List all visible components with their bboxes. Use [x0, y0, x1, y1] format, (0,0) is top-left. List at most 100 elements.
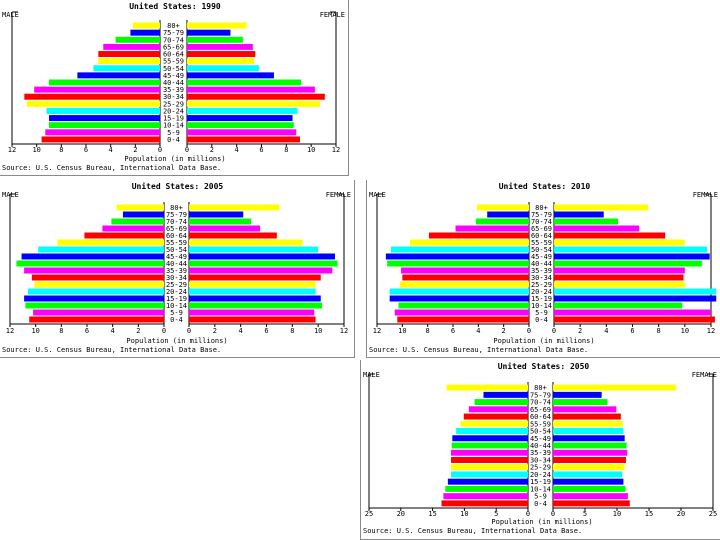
x-tick-label: 6	[264, 327, 268, 335]
female-label: FEMALE	[319, 11, 345, 19]
x-tick-label: 10	[398, 327, 406, 335]
bar-male-70-74	[474, 399, 528, 406]
x-tick-label: 4	[111, 327, 115, 335]
age-label: 20-24	[531, 288, 552, 296]
pyramid-chart-2005: 0-45-910-1415-1920-2425-2930-3435-3940-4…	[6, 193, 348, 335]
x-tick-label: 15	[645, 510, 653, 518]
age-label: 25-29	[166, 281, 187, 289]
pyramid-panel-1990: 0-4 5-9 10-14 15-19 20-24 25-29 30-34 35-39 40-4…	[0, 0, 349, 176]
bar-female-20-24	[189, 288, 316, 295]
bar-female-40-44	[553, 442, 627, 449]
bar-female-45-49	[187, 72, 274, 79]
bar-male-70-74	[111, 218, 164, 225]
age-label: 55-59	[163, 58, 184, 66]
x-tick-label: 12	[6, 327, 14, 335]
bar-male-40-44	[451, 442, 528, 449]
age-label: 15-19	[531, 295, 552, 303]
x-tick-label: 8	[284, 146, 288, 154]
male-label: MALE	[369, 191, 386, 199]
bar-female-5-9	[187, 129, 297, 136]
x-axis-label: Population (in millions)	[126, 337, 228, 345]
bar-male-60-64	[84, 232, 164, 239]
bar-male-50-54	[93, 65, 160, 72]
x-tick-label: 0	[162, 327, 166, 335]
bar-female-45-49	[189, 253, 335, 260]
bar-female-25-29	[553, 464, 625, 471]
age-label: 55-59	[531, 239, 552, 247]
age-label: 80+	[170, 204, 183, 212]
bar-male-60-64	[98, 51, 160, 58]
bar-female-60-64	[187, 51, 256, 58]
age-label: 35-39	[166, 267, 187, 275]
bar-male-65-69	[455, 225, 529, 232]
age-label: 0-4	[167, 136, 180, 144]
bar-male-30-34	[451, 456, 528, 463]
x-tick-label: 0	[527, 327, 531, 335]
bar-male-50-54	[456, 428, 528, 435]
chart-title: United States: 2050	[497, 362, 590, 371]
age-label: 70-74	[166, 218, 187, 226]
chart-title: United States: 1990	[129, 2, 221, 11]
age-label: 65-69	[531, 225, 552, 233]
age-label: 15-19	[163, 115, 184, 123]
bar-female-75-79	[187, 29, 231, 36]
male-label: MALE	[363, 371, 380, 379]
age-label: 70-74	[163, 36, 184, 44]
bar-female-5-9	[553, 493, 628, 500]
age-label: 30-34	[531, 274, 552, 282]
age-label: 10-14	[530, 485, 551, 493]
x-tick-label: 8	[59, 327, 63, 335]
bar-female-55-59	[189, 239, 303, 246]
bar-male-15-19	[49, 115, 160, 122]
female-label: FEMALE	[691, 371, 717, 379]
bar-female-30-34	[553, 456, 626, 463]
bar-male-10-14	[25, 302, 165, 309]
bar-male-15-19	[447, 478, 528, 485]
bar-male-80+	[446, 384, 528, 391]
bar-female-0-4	[554, 316, 715, 323]
age-label: 50-54	[163, 65, 184, 73]
bar-female-60-64	[554, 232, 666, 239]
bar-female-60-64	[189, 232, 277, 239]
bar-male-40-44	[16, 260, 164, 267]
x-tick-label: 10	[314, 327, 322, 335]
bar-male-30-34	[402, 274, 529, 281]
x-axis-label: Population (in millions)	[493, 337, 595, 345]
bar-female-20-24	[554, 288, 717, 295]
x-tick-label: 12	[373, 327, 381, 335]
bar-male-50-54	[38, 246, 164, 253]
bar-female-45-49	[553, 435, 625, 442]
age-label: 20-24	[530, 471, 551, 479]
age-label: 45-49	[530, 435, 551, 443]
x-tick-label: 8	[59, 146, 63, 154]
chart-title: United States: 2010	[498, 182, 591, 191]
age-label: 40-44	[163, 79, 184, 87]
bar-female-25-29	[554, 281, 685, 288]
age-label: 75-79	[531, 211, 552, 219]
bar-female-75-79	[189, 211, 244, 218]
x-tick-label: 20	[677, 510, 685, 518]
bar-male-80+	[116, 204, 164, 211]
pyramid-panel-2005: 0-4 5-9 10-14 15-19 20-24 25-29 30-34 35-39 40-4…	[0, 180, 355, 358]
bar-female-80+	[187, 22, 247, 29]
age-label: 60-64	[163, 51, 184, 59]
bar-female-40-44	[187, 79, 302, 86]
bar-female-20-24	[187, 107, 298, 114]
bar-female-10-14	[189, 302, 323, 309]
x-tick-label: 10	[31, 327, 39, 335]
bar-male-0-4	[441, 500, 528, 507]
x-tick-label: 2	[213, 327, 217, 335]
x-tick-label: 15	[428, 510, 436, 518]
bar-male-75-79	[487, 211, 529, 218]
chart-title: United States: 2005	[131, 182, 224, 191]
bar-female-10-14	[187, 122, 294, 129]
age-label: 35-39	[531, 267, 552, 275]
bar-male-75-79	[130, 29, 160, 36]
bar-female-25-29	[187, 100, 320, 107]
x-tick-label: 10	[460, 510, 468, 518]
bar-male-35-39	[34, 86, 161, 93]
bar-female-15-19	[553, 478, 624, 485]
bar-female-55-59	[553, 420, 623, 427]
x-tick-label: 20	[397, 510, 405, 518]
age-label: 75-79	[530, 391, 551, 399]
